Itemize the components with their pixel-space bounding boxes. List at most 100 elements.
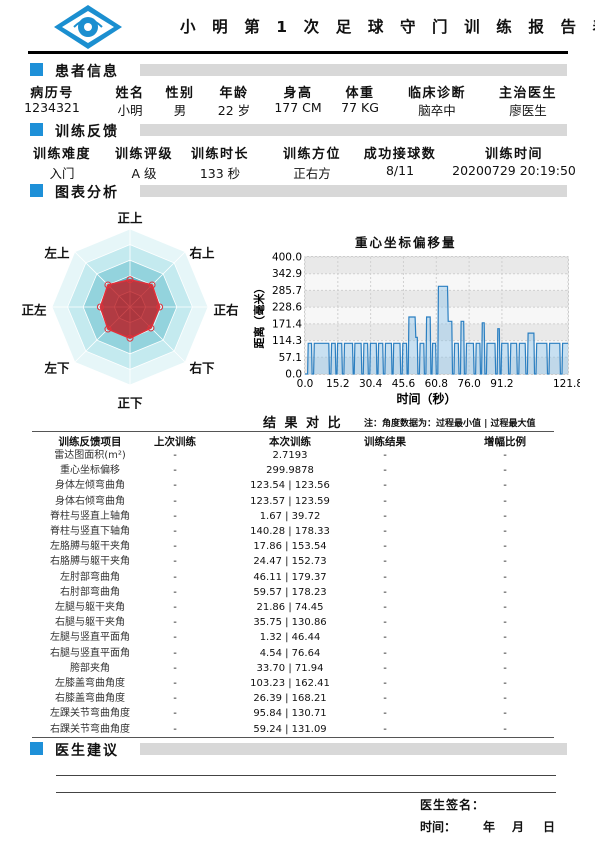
section-marker-icon xyxy=(30,742,43,755)
radar-axis-label: 正右 xyxy=(213,302,239,318)
y-tick-label: 342.9 xyxy=(272,268,302,280)
offset-chart-title: 重心坐标偏移量 xyxy=(355,235,457,250)
results-cell: - xyxy=(383,480,387,492)
results-row-label: 胯部夹角 xyxy=(70,662,110,674)
y-tick-label: 0.0 xyxy=(285,369,302,381)
patient-value-cell: 22 岁 xyxy=(217,103,251,118)
section-marker-icon xyxy=(30,63,43,76)
results-cell: - xyxy=(173,632,177,644)
section-marker-icon xyxy=(30,123,43,136)
results-column-header: 本次训练 xyxy=(269,436,311,448)
results-cell: - xyxy=(503,465,507,477)
patient-value-cell: 男 xyxy=(173,103,187,118)
results-title: 结 果 对 比 xyxy=(263,416,343,431)
patient-value-cell: 1234321 xyxy=(24,100,80,115)
results-cell: - xyxy=(503,723,507,735)
date-year-label: 年 xyxy=(483,820,496,834)
results-row-label: 左腿与竖直平面角 xyxy=(50,632,130,644)
results-row-label: 右胳膊与躯干夹角 xyxy=(50,556,130,568)
x-tick-label: 30.4 xyxy=(359,378,383,390)
results-cell: 26.39 | 168.21 xyxy=(253,693,327,705)
section-marker-icon xyxy=(30,184,43,197)
results-row-label: 右腿与躯干夹角 xyxy=(55,617,125,629)
results-cell: - xyxy=(383,723,387,735)
section-bar xyxy=(140,124,567,136)
results-cell: 33.70 | 71.94 xyxy=(256,662,324,674)
results-cell: - xyxy=(383,541,387,553)
results-cell: - xyxy=(383,556,387,568)
radar-axis-label: 右上 xyxy=(189,245,215,261)
patient-value-cell: 脑卒中 xyxy=(418,103,456,118)
date-day-label: 日 xyxy=(543,820,556,834)
results-cell: - xyxy=(383,662,387,674)
results-cell: - xyxy=(503,586,507,598)
results-cell: - xyxy=(503,541,507,553)
results-cell: - xyxy=(173,602,177,613)
x-tick-label: 91.2 xyxy=(490,378,513,390)
chart-section-title: 图表分析 xyxy=(55,185,119,201)
feedback-header-cell: 训练时长 xyxy=(190,147,250,162)
results-cell: - xyxy=(173,480,177,492)
feedback-value-cell: 入门 xyxy=(49,166,75,181)
results-row-label: 右踝关节弯曲角度 xyxy=(50,723,130,735)
results-cell: - xyxy=(383,465,387,477)
x-axis-label: 时间（秒） xyxy=(396,391,456,406)
date-label: 时间： xyxy=(420,820,457,834)
advice-input-line[interactable] xyxy=(56,792,556,793)
radar-point xyxy=(126,276,134,284)
results-cell: - xyxy=(503,708,507,720)
results-cell: - xyxy=(383,678,387,689)
feedback-value-cell: 133 秒 xyxy=(199,166,241,181)
section-bar xyxy=(140,743,567,755)
results-cell: - xyxy=(383,495,387,507)
results-cell: - xyxy=(383,693,387,705)
feedback-header-cell: 成功接球数 xyxy=(363,147,437,162)
offset-chart: 0.0 57.1 114.3 171.4 228.6 285.7 342.9 400.0 0.0… xyxy=(252,252,580,407)
results-cell: - xyxy=(173,541,177,553)
results-cell: - xyxy=(173,495,177,507)
title-divider xyxy=(28,51,568,54)
results-cell: 123.57 | 123.59 xyxy=(250,495,330,507)
results-row-label: 左腿与躯干夹角 xyxy=(55,602,125,613)
patient-header-cell: 年龄 xyxy=(219,86,249,101)
x-tick-label: 45.6 xyxy=(392,378,416,390)
results-cell: 103.23 | 162.41 xyxy=(250,678,330,689)
results-note: 注：角度数据为：过程最小值 | 过程最大值 xyxy=(364,419,536,429)
results-cell: 21.86 | 74.45 xyxy=(256,602,324,613)
results-cell: - xyxy=(173,586,177,598)
y-axis-label: 距离（毫米） xyxy=(252,283,266,349)
results-cell: 17.86 | 153.54 xyxy=(253,541,327,553)
results-row-label: 右膝盖弯曲角度 xyxy=(55,693,125,705)
results-cell: 59.57 | 178.23 xyxy=(253,586,327,598)
results-cell: - xyxy=(383,632,387,644)
results-cell: 123.54 | 123.56 xyxy=(250,480,330,492)
results-cell: - xyxy=(173,647,177,659)
results-cell: - xyxy=(503,602,507,613)
patient-header-cell: 病历号 xyxy=(30,86,74,101)
section-bar xyxy=(140,64,567,76)
results-cell: 95.84 | 130.71 xyxy=(253,708,327,720)
results-cell: 1.32 | 46.44 xyxy=(259,632,321,644)
advice-section-title: 医生建议 xyxy=(55,743,119,759)
results-cell: 59.24 | 131.09 xyxy=(253,723,327,735)
radar-point xyxy=(148,281,156,289)
advice-input-line[interactable] xyxy=(56,775,556,776)
y-tick-label: 400.0 xyxy=(272,252,302,264)
results-column-header: 训练结果 xyxy=(364,436,406,448)
results-cell: - xyxy=(383,647,387,659)
radar-point xyxy=(104,281,112,289)
radar-axis-label: 正左 xyxy=(21,302,47,318)
feedback-value-cell: 8/11 xyxy=(385,163,415,178)
results-cell: 2.7193 xyxy=(272,450,308,461)
radar-point xyxy=(147,324,155,332)
table-rule xyxy=(32,737,554,738)
patient-value-cell: 小明 xyxy=(117,103,143,118)
results-cell: - xyxy=(173,526,177,537)
y-tick-label: 285.7 xyxy=(272,285,302,297)
patient-header-cell: 身高 xyxy=(283,86,313,101)
radar-axis-label: 左下 xyxy=(44,360,70,376)
results-cell: - xyxy=(173,571,177,583)
results-row-label: 身体左倾弯曲角 xyxy=(55,480,125,492)
radar-axis-label: 正下 xyxy=(117,395,143,411)
radar-axis-label: 正上 xyxy=(117,210,143,226)
